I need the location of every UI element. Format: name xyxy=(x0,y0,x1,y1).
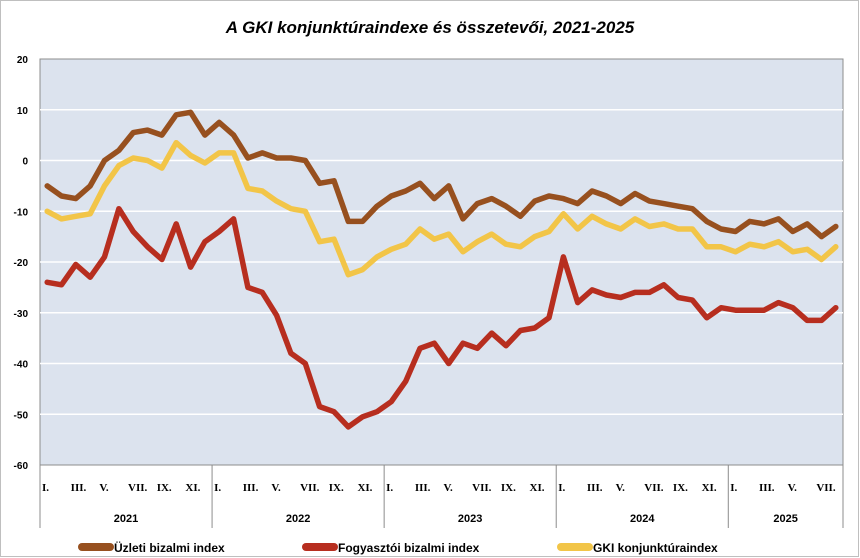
x-tick-label: VII. xyxy=(472,482,492,494)
x-tick-label: VII. xyxy=(128,482,148,494)
legend: Üzleti bizalmi index Fogyasztói bizalmi i… xyxy=(78,540,718,555)
x-axis: I. III. V. VII. IX. XI. 2021 I. III. V. VII. IX. XI.… xyxy=(39,465,844,528)
year-label: 2022 xyxy=(286,513,310,525)
y-tick-label: 0 xyxy=(22,157,28,168)
x-tick-label: VII. xyxy=(644,482,664,494)
series-lines xyxy=(44,109,839,430)
y-tick-label: 20 xyxy=(17,55,29,66)
y-tick-label: -60 xyxy=(14,461,29,472)
y-tick-label: -20 xyxy=(14,258,29,269)
x-tick-label: V. xyxy=(444,482,454,494)
x-tick-label: III. xyxy=(243,482,259,494)
x-tick-label: IX. xyxy=(501,482,516,494)
x-tick-label: III. xyxy=(759,482,775,494)
x-tick-label: I. xyxy=(42,482,49,494)
x-tick-label: V. xyxy=(271,482,281,494)
legend-label: GKI konjunktúraindex xyxy=(593,541,718,555)
x-tick-label: V. xyxy=(616,482,626,494)
y-tick-label: -30 xyxy=(14,309,29,320)
year-label: 2023 xyxy=(458,513,482,525)
legend-label: Fogyasztói bizalmi index xyxy=(338,541,480,555)
x-tick-label: I. xyxy=(214,482,221,494)
year-label: 2024 xyxy=(630,513,655,525)
x-tick-label: VII. xyxy=(816,482,836,494)
chart-title: A GKI konjunktúraindexe és összetevői, 2… xyxy=(225,18,635,37)
gridlines xyxy=(40,108,843,416)
series-line-1 xyxy=(44,205,839,430)
year-label: 2021 xyxy=(114,513,138,525)
x-tick-label: XI. xyxy=(185,482,200,494)
series-line-2 xyxy=(44,139,839,278)
x-tick-label: IX. xyxy=(157,482,172,494)
x-tick-label: V. xyxy=(788,482,798,494)
x-tick-label: IX. xyxy=(329,482,344,494)
x-tick-label: III. xyxy=(587,482,603,494)
x-tick-label: III. xyxy=(415,482,431,494)
year-label: 2025 xyxy=(773,513,797,525)
x-tick-label: I. xyxy=(386,482,393,494)
x-tick-label: V. xyxy=(99,482,109,494)
y-axis: 20 10 0 -10 -20 -30 -40 -50 -60 xyxy=(14,55,29,472)
y-tick-label: -10 xyxy=(14,207,29,218)
legend-label: Üzleti bizalmi index xyxy=(114,540,225,555)
x-tick-label: XI. xyxy=(702,482,717,494)
x-tick-label: III. xyxy=(71,482,87,494)
x-tick-label: XI. xyxy=(357,482,372,494)
y-tick-label: -50 xyxy=(14,410,29,421)
x-tick-label: I. xyxy=(730,482,737,494)
series-line-0 xyxy=(44,109,839,240)
y-tick-label: -40 xyxy=(14,360,29,371)
y-tick-label: 10 xyxy=(17,106,29,117)
x-tick-label: XI. xyxy=(530,482,545,494)
x-tick-label: IX. xyxy=(673,482,688,494)
x-tick-label: VII. xyxy=(300,482,320,494)
x-tick-label: I. xyxy=(558,482,565,494)
